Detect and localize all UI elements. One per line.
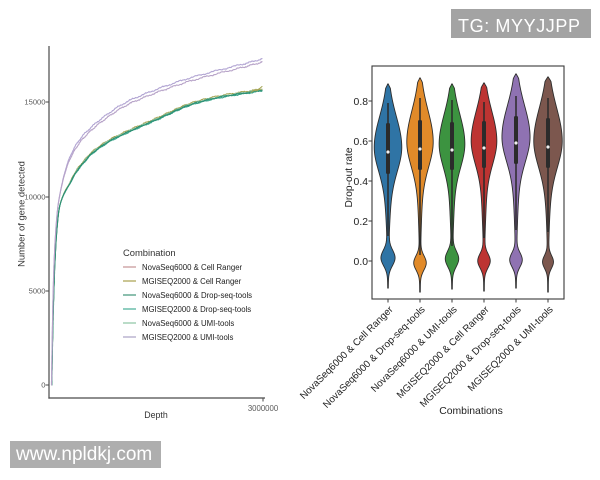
svg-text:15000: 15000 — [24, 98, 45, 107]
svg-text:MGISEQ2000 & Cell Ranger: MGISEQ2000 & Cell Ranger — [142, 277, 242, 286]
svg-text:0.6: 0.6 — [354, 137, 369, 148]
svg-text:NovaSeq6000 & UMI-tools: NovaSeq6000 & UMI-tools — [142, 319, 234, 328]
svg-text:Drop-out rate: Drop-out rate — [344, 147, 355, 207]
svg-text:Depth: Depth — [144, 410, 168, 420]
svg-text:Combination: Combination — [123, 247, 176, 258]
svg-text:Number of gene detected: Number of gene detected — [16, 161, 27, 267]
svg-text:0.8: 0.8 — [354, 97, 369, 108]
svg-text:0.2: 0.2 — [354, 217, 369, 228]
svg-text:Combinations: Combinations — [439, 406, 503, 417]
svg-text:0: 0 — [41, 381, 45, 390]
svg-text:NovaSeq6000 & Drop-seq-tools: NovaSeq6000 & Drop-seq-tools — [142, 291, 252, 300]
svg-text:MGISEQ2000 & UMI-tools: MGISEQ2000 & UMI-tools — [142, 333, 234, 342]
svg-text:5000: 5000 — [29, 287, 46, 296]
svg-text:0.0: 0.0 — [354, 257, 369, 268]
svg-text:10000: 10000 — [24, 193, 45, 202]
svg-text:NovaSeq6000 & Cell Ranger: NovaSeq6000 & Cell Ranger — [142, 263, 243, 272]
svg-text:MGISEQ2000 & Drop-seq-tools: MGISEQ2000 & Drop-seq-tools — [142, 305, 251, 314]
svg-text:3000000: 3000000 — [248, 404, 279, 413]
svg-text:0.4: 0.4 — [354, 177, 369, 188]
